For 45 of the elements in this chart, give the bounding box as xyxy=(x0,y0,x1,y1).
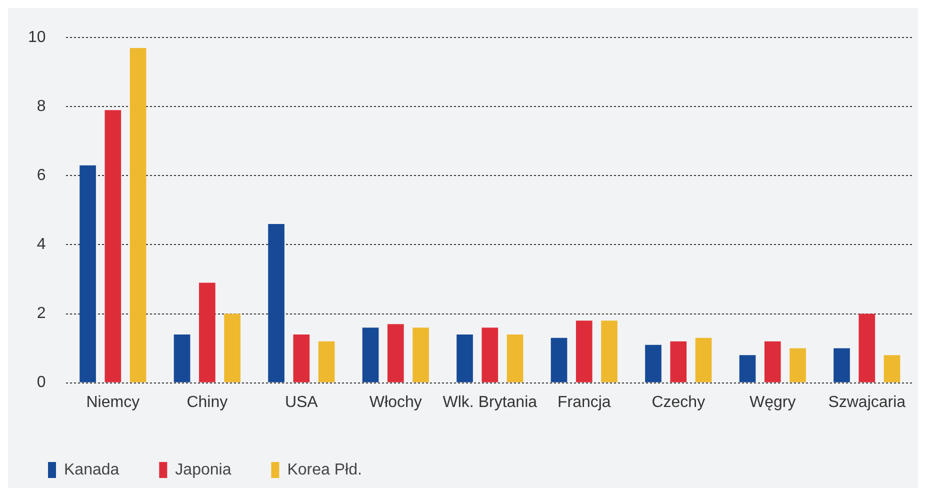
bar xyxy=(412,328,429,382)
x-tick-label: Niemcy xyxy=(86,394,140,411)
y-tick-label: 4 xyxy=(36,236,46,254)
x-tick-label: Francja xyxy=(557,394,611,411)
bar xyxy=(198,282,216,382)
x-tick-label: Chiny xyxy=(186,394,228,411)
bar xyxy=(790,348,806,382)
x-tick-label: Węgry xyxy=(750,394,796,411)
bar xyxy=(764,341,781,382)
bar xyxy=(550,338,568,382)
y-tick-label: 10 xyxy=(28,29,46,46)
bar xyxy=(858,314,876,382)
x-tick-label: Czechy xyxy=(652,394,706,411)
bar xyxy=(224,314,240,382)
y-tick-label: 2 xyxy=(36,305,46,322)
bar xyxy=(670,341,687,382)
bar xyxy=(80,165,96,382)
bar xyxy=(506,334,524,382)
bar xyxy=(576,320,592,382)
bar xyxy=(293,334,310,382)
bar xyxy=(645,344,662,382)
legend-label: Japonia xyxy=(175,461,232,478)
bar xyxy=(601,320,618,382)
bar xyxy=(318,341,335,382)
bar xyxy=(387,324,404,382)
bar xyxy=(362,328,379,382)
bar xyxy=(456,334,473,382)
legend-label: Korea Płd. xyxy=(287,461,362,478)
bar xyxy=(268,224,284,382)
bar xyxy=(130,48,146,382)
bar xyxy=(174,334,190,382)
y-tick-label: 0 xyxy=(36,374,46,392)
legend-label: Kanada xyxy=(64,461,120,478)
y-tick-label: 8 xyxy=(36,98,46,116)
bar xyxy=(884,355,900,382)
x-tick-label: USA xyxy=(284,394,318,411)
y-tick-label: 6 xyxy=(36,167,46,184)
x-tick-label: Wlk. Brytania xyxy=(442,394,538,411)
bar xyxy=(482,328,498,382)
bar xyxy=(739,355,756,382)
x-tick-label: Szwajcaria xyxy=(828,394,906,411)
bar xyxy=(104,110,122,382)
x-tick-label: Włochy xyxy=(369,394,422,411)
bar xyxy=(834,348,850,382)
bar xyxy=(695,338,712,382)
